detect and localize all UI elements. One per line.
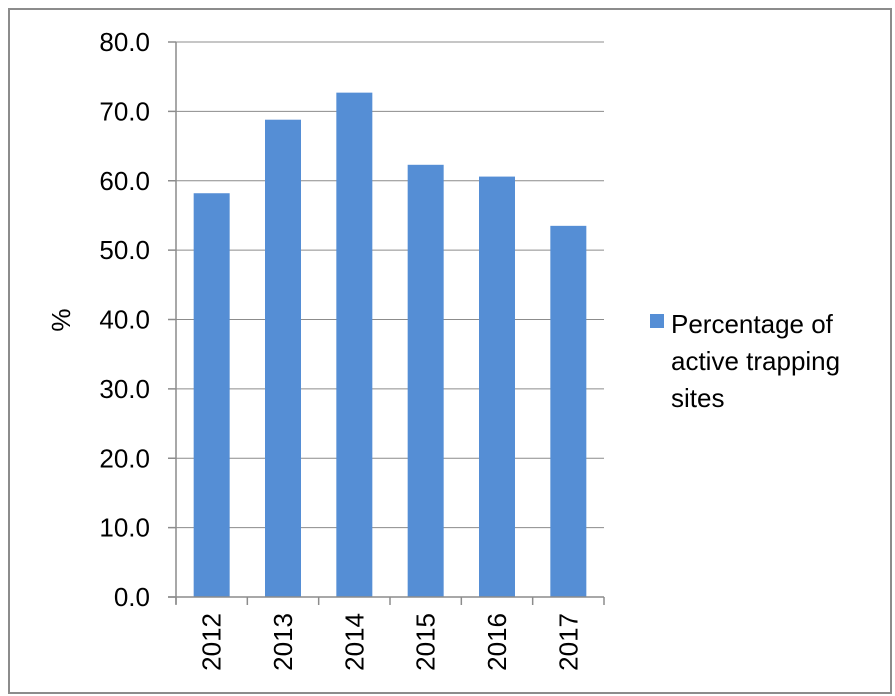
chart-frame	[8, 8, 892, 694]
x-tick-label: 2012	[197, 613, 227, 671]
legend-entry-label: Percentage of active trapping sites	[671, 309, 840, 413]
legend-swatch	[650, 314, 664, 328]
y-tick-label: 40.0	[99, 305, 150, 335]
y-tick-label: 80.0	[99, 27, 150, 57]
legend-entry-line: sites	[671, 383, 724, 413]
bar-2012	[193, 193, 230, 598]
y-tick-label: 0.0	[114, 582, 150, 612]
x-tick-label: 2015	[411, 613, 441, 671]
y-tick-label: 60.0	[99, 166, 150, 196]
legend: Percentage of active trapping sites	[650, 309, 840, 413]
y-tick-label: 20.0	[99, 443, 150, 473]
x-tick-labels: 2012 2013 2014 2015 2016 2017	[175, 597, 605, 671]
y-axis-label: %	[46, 308, 76, 331]
y-tick-label: 30.0	[99, 374, 150, 404]
x-tick-label: 2013	[268, 613, 298, 671]
bar-2014	[336, 92, 373, 598]
y-tick-labels: 0.0 10.0 20.0 30.0 40.0 50.0 60.0 70.0 80.0	[99, 27, 176, 612]
bar-2016	[479, 176, 515, 597]
legend-entry-line: Percentage of	[671, 309, 834, 339]
bars	[193, 92, 587, 598]
x-tick-label: 2016	[482, 613, 512, 671]
x-tick-label: 2014	[339, 613, 369, 671]
bar-2013	[265, 119, 301, 597]
gridlines	[176, 41, 604, 529]
y-tick-label: 10.0	[99, 513, 150, 543]
axes	[168, 42, 604, 604]
y-tick-label: 70.0	[99, 96, 150, 126]
legend-entry-line: active trapping	[671, 346, 840, 376]
x-tick-label: 2017	[553, 613, 583, 671]
y-tick-label: 50.0	[99, 235, 150, 265]
bar-2017	[550, 225, 587, 597]
bar-2015	[407, 164, 444, 597]
